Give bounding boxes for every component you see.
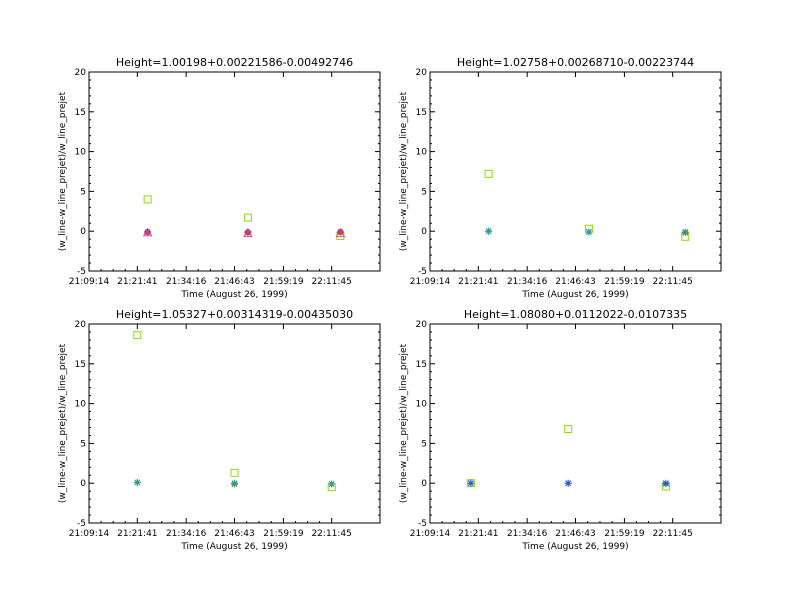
y-tick-label: -5 (418, 519, 427, 529)
x-tick-label: 21:21:41 (117, 529, 157, 539)
x-axis-label: Time (August 26, 1999) (180, 290, 287, 300)
y-tick-label: 10 (416, 400, 428, 410)
x-tick-label: 21:34:16 (507, 277, 548, 287)
data-point-square (133, 331, 142, 340)
data-point-asterisk (244, 229, 252, 237)
y-axis-label: (w_line-w_line_prejet)/w_line_prejet (399, 91, 409, 251)
data-point-asterisk (564, 479, 572, 487)
x-tick-label: 21:46:43 (214, 529, 254, 539)
x-tick-label: 21:34:16 (507, 529, 548, 539)
x-tick-label: 21:34:16 (166, 277, 207, 287)
y-tick-label: 10 (75, 148, 87, 158)
x-tick-label: 21:09:14 (69, 277, 110, 287)
x-tick-label: 21:59:19 (263, 277, 304, 287)
y-tick-label: 20 (75, 68, 87, 78)
y-tick-label: 0 (80, 479, 86, 489)
data-point-square (484, 169, 493, 178)
chart-title: Height=1.02758+0.00268710-0.00223744 (457, 56, 694, 69)
x-tick-label: 21:34:16 (166, 529, 207, 539)
y-tick-label: 15 (75, 360, 86, 370)
data-point-square (230, 468, 239, 477)
y-tick-label: 10 (75, 400, 87, 410)
y-axis-label: (w_line-w_line_prejet)/w_line_prejet (58, 91, 68, 251)
y-tick-label: 5 (421, 439, 427, 449)
y-tick-label: 20 (416, 68, 428, 78)
x-tick-label: 21:09:14 (69, 529, 110, 539)
x-tick-label: 22:11:45 (311, 277, 351, 287)
y-tick-label: 20 (416, 320, 428, 330)
y-tick-label: 0 (80, 227, 86, 237)
y-tick-label: 5 (421, 187, 427, 197)
plot-frame (88, 323, 381, 524)
x-tick-label: 21:21:41 (458, 277, 498, 287)
data-point-asterisk (144, 228, 152, 236)
x-tick-label: 21:59:19 (604, 277, 645, 287)
data-point-asterisk (328, 480, 336, 488)
y-axis-label: (w_line-w_line_prejet)/w_line_prejet (399, 343, 409, 503)
plot-frame (429, 71, 722, 272)
x-tick-label: 22:11:45 (311, 529, 351, 539)
data-point-square (143, 195, 152, 204)
x-axis-label: Time (August 26, 1999) (521, 290, 628, 300)
chart-panel-2: Height=1.02758+0.00268710-0.00223744 -5 0 5… (399, 56, 722, 300)
y-tick-label: 5 (80, 439, 86, 449)
y-tick-label: 0 (421, 227, 427, 237)
chart-title: Height=1.05327+0.00314319-0.00435030 (116, 308, 353, 321)
x-tick-label: 21:09:14 (410, 277, 451, 287)
data-point-diamond (143, 228, 152, 236)
data-point-square (564, 425, 573, 434)
y-tick-label: 0 (421, 479, 427, 489)
x-axis-label: Time (August 26, 1999) (521, 542, 628, 552)
x-tick-label: 21:09:14 (410, 529, 451, 539)
x-tick-label: 21:59:19 (263, 529, 304, 539)
data-point-asterisk (336, 228, 344, 236)
data-point-diamond (244, 228, 252, 236)
y-tick-label: 20 (75, 320, 87, 330)
y-tick-label: 15 (416, 360, 427, 370)
chart-title: Height=1.00198+0.00221586-0.00492746 (116, 56, 353, 69)
chart-panel-4: Height=1.08080+0.0112022-0.0107335 -5 0 5 10… (399, 308, 722, 552)
data-point-diamond (336, 228, 345, 236)
x-tick-label: 22:11:45 (652, 529, 692, 539)
x-axis-label: Time (August 26, 1999) (180, 542, 287, 552)
x-tick-label: 22:11:45 (652, 277, 692, 287)
data-point-asterisk (485, 227, 493, 235)
y-tick-label: -5 (418, 267, 427, 277)
x-tick-label: 21:21:41 (458, 529, 498, 539)
x-tick-label: 21:46:43 (555, 529, 595, 539)
y-tick-label: -5 (77, 519, 86, 529)
plot-frame (88, 71, 381, 272)
plot-frame (429, 323, 722, 524)
data-point-asterisk (231, 479, 238, 487)
data-point-asterisk (585, 228, 593, 236)
y-tick-label: 15 (75, 108, 86, 118)
data-point-asterisk (662, 479, 670, 487)
chart-title: Height=1.08080+0.0112022-0.0107335 (464, 308, 687, 321)
y-tick-label: -5 (77, 267, 86, 277)
data-point-asterisk (133, 478, 141, 486)
x-tick-label: 21:46:43 (214, 277, 254, 287)
data-point-square (243, 213, 252, 222)
y-tick-label: 10 (416, 148, 428, 158)
x-tick-label: 21:46:43 (555, 277, 595, 287)
x-tick-label: 21:21:41 (117, 277, 157, 287)
chart-panel-1: Height=1.00198+0.00221586-0.00492746 -5 0 5… (58, 56, 381, 300)
data-point-asterisk (467, 479, 475, 487)
y-axis-label: (w_line-w_line_prejet)/w_line_prejet (58, 343, 68, 503)
y-tick-label: 5 (80, 187, 86, 197)
chart-panel-3: Height=1.05327+0.00314319-0.00435030 -5 0 5… (58, 308, 381, 552)
data-point-asterisk (681, 228, 689, 236)
y-tick-label: 15 (416, 108, 427, 118)
x-tick-label: 21:59:19 (604, 529, 645, 539)
